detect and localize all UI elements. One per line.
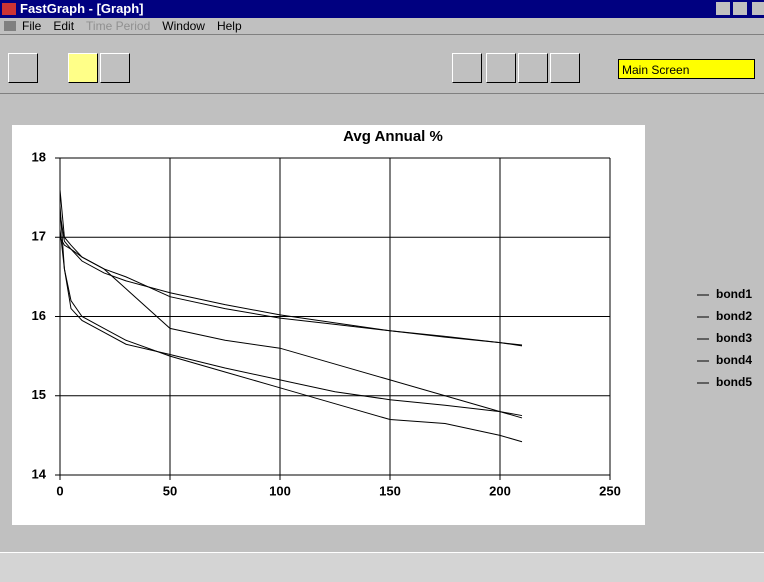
- x-tick-label: 100: [269, 483, 291, 498]
- y-tick-label: 15: [32, 387, 46, 402]
- y-tick-label: 18: [32, 149, 46, 164]
- x-tick-label: 0: [56, 483, 63, 498]
- series-line: [59, 237, 523, 347]
- series-line: [59, 205, 523, 417]
- sort-button[interactable]: [68, 53, 98, 83]
- legend-label: bond5: [716, 375, 752, 389]
- x-tick-label: 200: [489, 483, 511, 498]
- toolbar: Main Screen: [0, 35, 764, 94]
- legend-label: bond1: [716, 287, 752, 301]
- y-tick-label: 16: [32, 308, 46, 323]
- legend-label: bond3: [716, 331, 752, 345]
- y-tick-label: 14: [32, 466, 47, 481]
- x-tick-label: 150: [379, 483, 401, 498]
- series-line: [59, 229, 523, 443]
- status-bar: [0, 552, 764, 582]
- minimize-button[interactable]: [716, 2, 730, 15]
- tools-button[interactable]: [550, 53, 580, 83]
- menu-item[interactable]: Help: [216, 19, 242, 33]
- menu-item[interactable]: Window: [162, 19, 205, 33]
- graph-button[interactable]: [8, 53, 38, 83]
- doc-icon: [4, 21, 16, 31]
- legend-label: bond2: [716, 309, 752, 323]
- legend-label: bond4: [716, 353, 752, 367]
- notes-button[interactable]: [452, 53, 482, 83]
- table-button[interactable]: [486, 53, 516, 83]
- series-line: [59, 189, 523, 419]
- x-tick-label: 50: [163, 483, 177, 498]
- menu-bar: File Edit Time Period Window Help: [0, 18, 764, 35]
- chart: Avg Annual % 14 15 16 17 18 0 50 100 150 200 250 bo…: [12, 125, 752, 525]
- number-button[interactable]: [100, 53, 130, 83]
- window-title: FastGraph - [Graph]: [20, 1, 144, 16]
- chart-background: [12, 125, 645, 525]
- x-tick-label: 250: [599, 483, 621, 498]
- menu-item[interactable]: Edit: [53, 19, 75, 33]
- series-line: [59, 213, 523, 346]
- title-bar: FastGraph - [Graph]: [0, 0, 764, 18]
- screen-field[interactable]: Main Screen: [618, 59, 755, 79]
- close-button[interactable]: [752, 2, 764, 15]
- restore-button[interactable]: [733, 2, 747, 15]
- menu-item[interactable]: Time Period: [86, 19, 151, 33]
- chart-title: Avg Annual %: [343, 128, 443, 145]
- chart-button[interactable]: [518, 53, 548, 83]
- menu-item[interactable]: File: [22, 19, 42, 33]
- y-tick-label: 17: [32, 229, 46, 244]
- app-icon: [2, 3, 16, 15]
